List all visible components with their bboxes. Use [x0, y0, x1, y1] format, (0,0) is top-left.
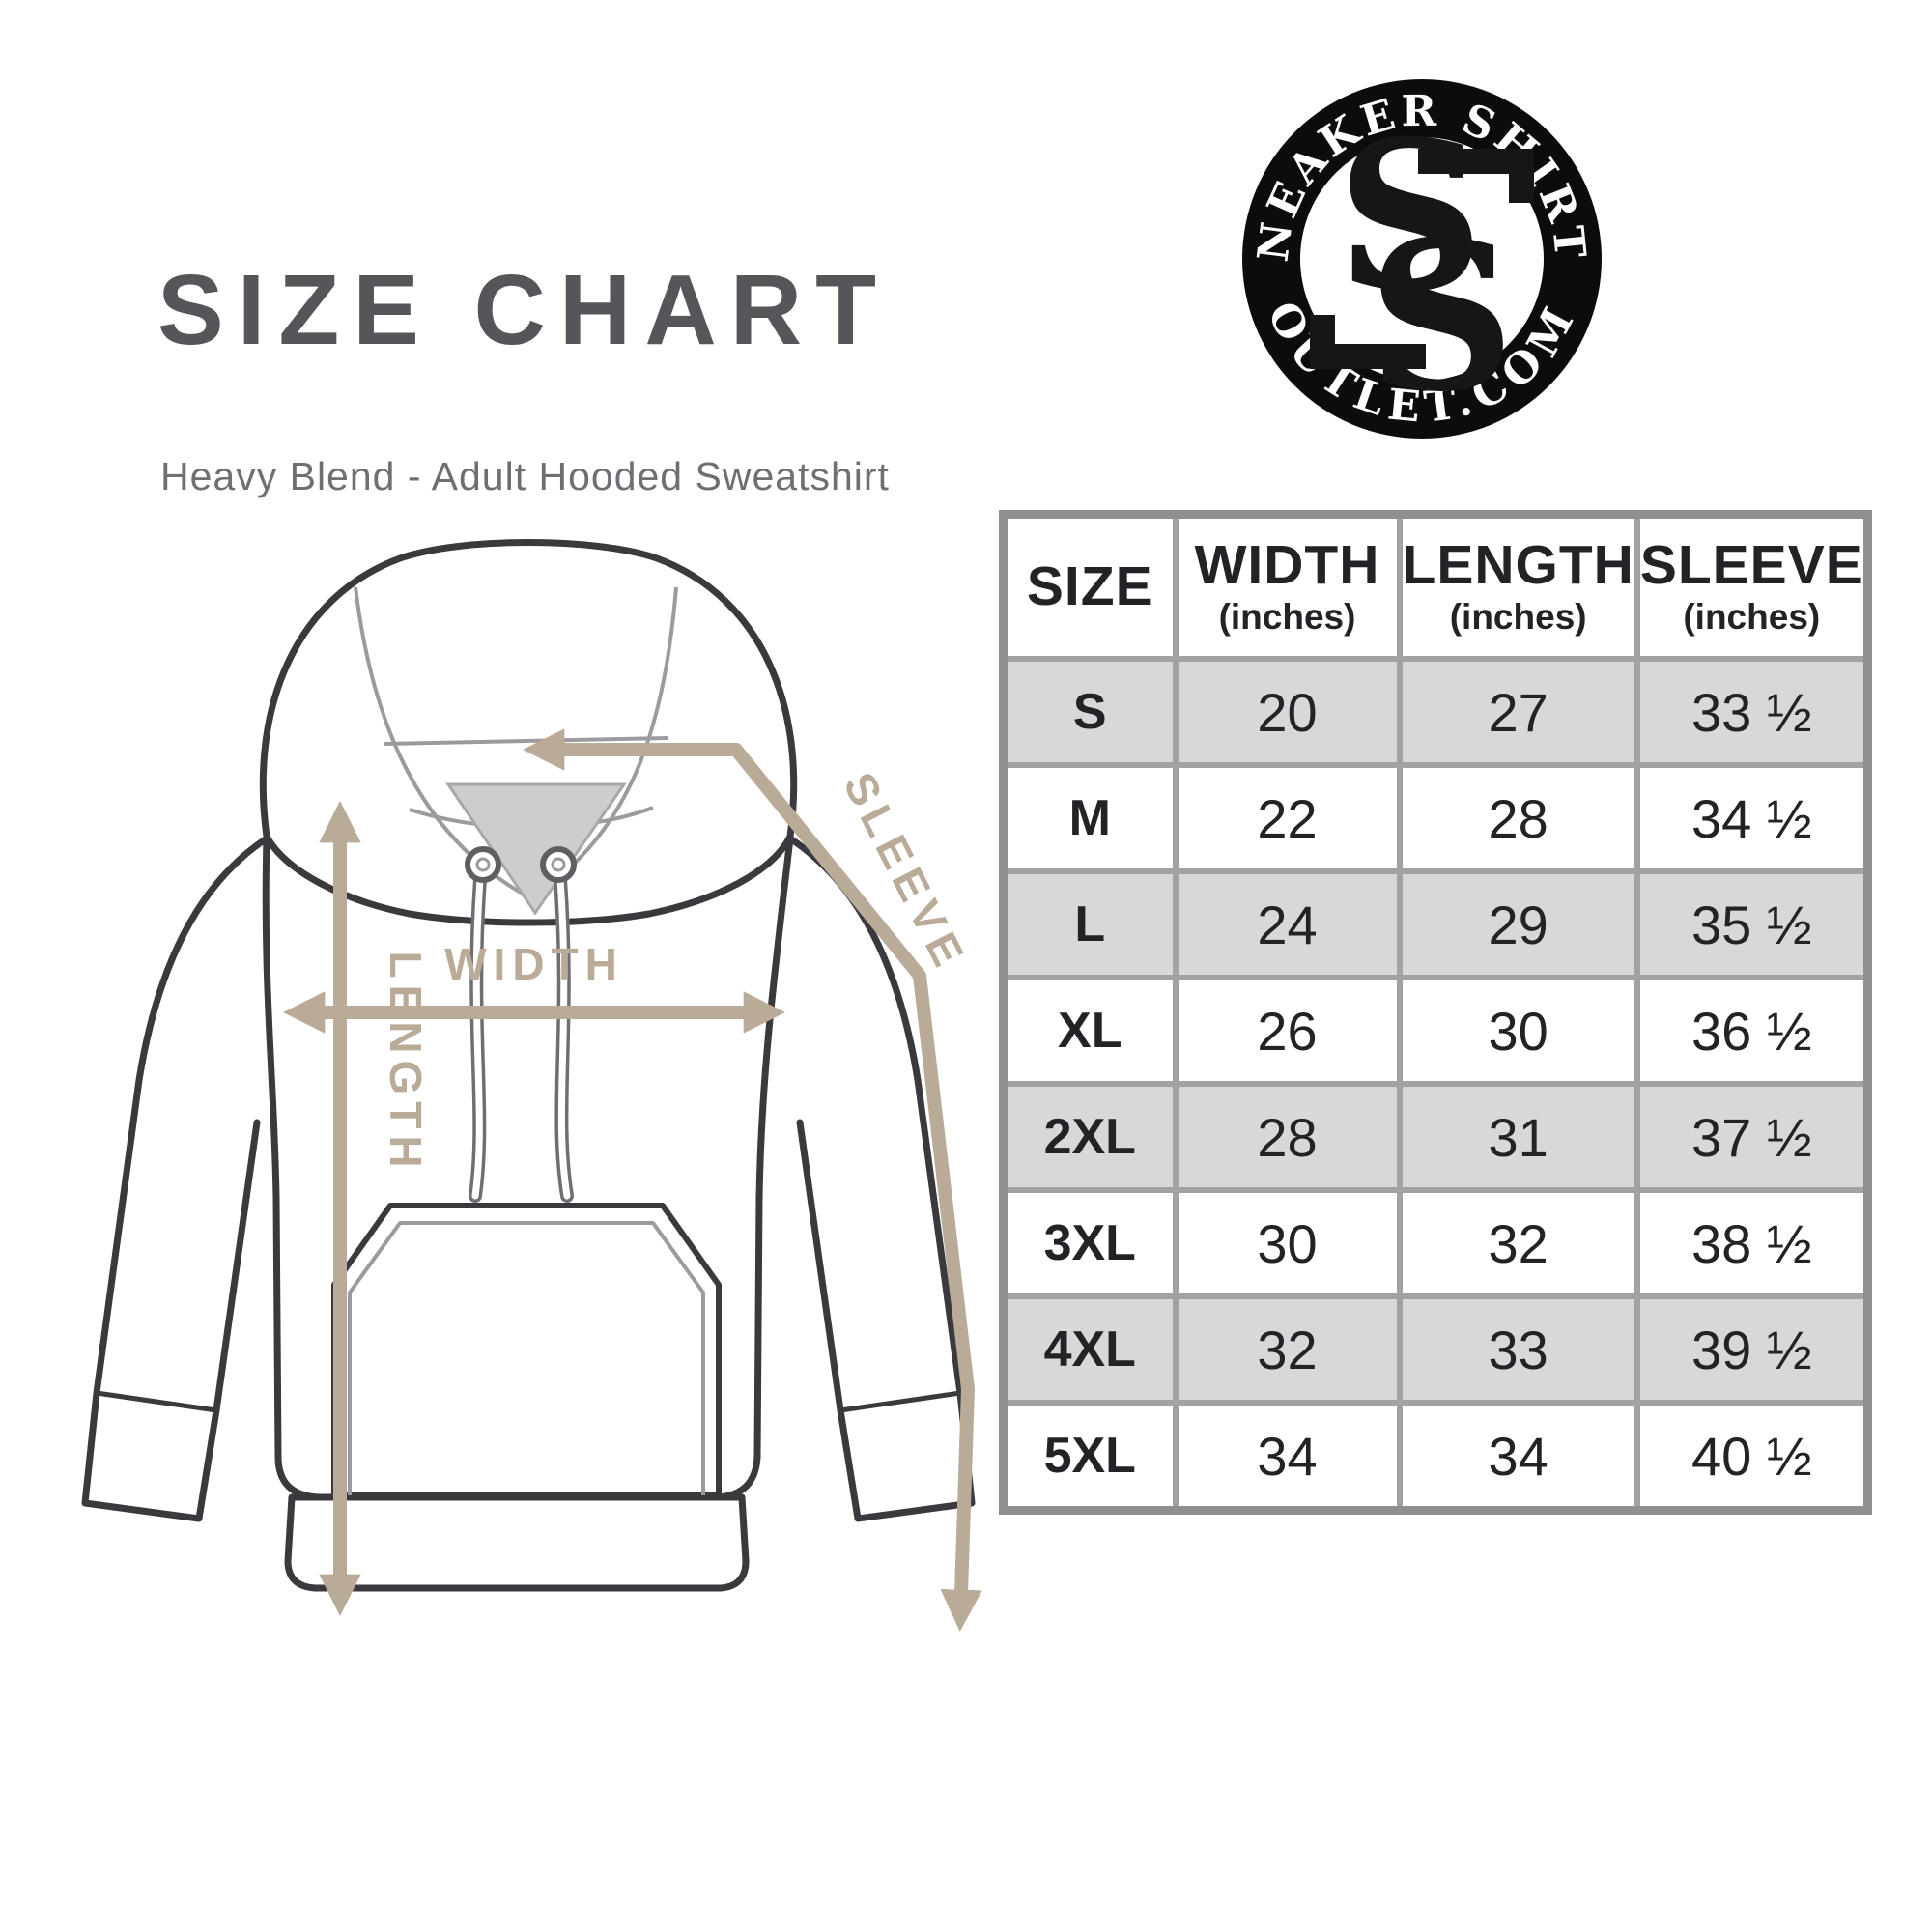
table-header-row: SIZE WIDTH (inches) LENGTH (inches) SLEE… — [1000, 511, 1871, 662]
col-header-width-unit: (inches) — [1218, 596, 1356, 637]
size-cell: 4XL — [1000, 1293, 1179, 1406]
length-cell: 33 — [1396, 1293, 1640, 1406]
width-label: WIDTH — [444, 939, 624, 989]
svg-text:S: S — [1336, 96, 1484, 336]
length-cell: 31 — [1396, 1081, 1640, 1193]
width-cell: 20 — [1172, 656, 1403, 768]
svg-text:S: S — [1367, 196, 1515, 437]
length-label: LENGTH — [381, 951, 431, 1174]
sleeve-cell: 35 ½ — [1634, 868, 1871, 980]
length-cell: 34 — [1396, 1400, 1640, 1514]
sleeve-cell: 36 ½ — [1634, 975, 1871, 1087]
table-row: 5XL 34 34 40 ½ — [1000, 1400, 1871, 1514]
ss-monogram-icon: S S — [1310, 96, 1534, 437]
length-cell: 32 — [1396, 1187, 1640, 1299]
size-cell: L — [1000, 868, 1179, 980]
left-sleeve — [85, 838, 267, 1519]
measurement-arrows — [282, 728, 982, 1633]
hem-band — [284, 1493, 750, 1592]
sleeve-cell: 38 ½ — [1634, 1187, 1871, 1299]
sleeve-cell: 40 ½ — [1634, 1400, 1871, 1514]
sleeve-cell: 39 ½ — [1634, 1293, 1871, 1406]
kangaroo-pocket — [331, 1203, 722, 1498]
length-cell: 29 — [1396, 868, 1640, 980]
sleeve-cell: 33 ½ — [1634, 656, 1871, 768]
width-cell: 22 — [1172, 762, 1403, 874]
table-row: L 24 29 35 ½ — [1000, 868, 1871, 980]
table-row: 4XL 32 33 39 ½ — [1000, 1293, 1871, 1406]
brand-logo: SNEAKER SHIRTS OUTLET.COM S S — [1219, 56, 1602, 439]
sleeve-cell: 34 ½ — [1634, 762, 1871, 874]
page-title: SIZE CHART — [157, 254, 890, 365]
width-cell: 24 — [1172, 868, 1403, 980]
width-cell: 28 — [1172, 1081, 1403, 1193]
left-cuff-line — [94, 1390, 219, 1413]
table-row: S 20 27 33 ½ — [1000, 656, 1871, 768]
col-header-sleeve-unit: (inches) — [1683, 596, 1821, 637]
col-header-length-label: LENGTH — [1402, 534, 1634, 597]
product-subtitle: Heavy Blend - Adult Hooded Sweatshirt — [160, 454, 890, 498]
size-cell: 5XL — [1000, 1400, 1179, 1514]
col-header-width: WIDTH (inches) — [1172, 511, 1403, 662]
table-row: 3XL 30 32 38 ½ — [1000, 1187, 1871, 1299]
col-header-sleeve: SLEEVE (inches) — [1634, 511, 1871, 662]
size-cell: M — [1000, 762, 1179, 874]
size-cell: S — [1000, 656, 1179, 768]
size-chart-table: SIZE WIDTH (inches) LENGTH (inches) SLEE… — [999, 510, 1872, 1515]
width-cell: 32 — [1172, 1293, 1403, 1406]
width-cell: 26 — [1172, 975, 1403, 1087]
size-cell: 2XL — [1000, 1081, 1179, 1193]
size-cell: XL — [1000, 975, 1179, 1087]
table-row: 2XL 28 31 37 ½ — [1000, 1081, 1871, 1193]
length-cell: 30 — [1396, 975, 1640, 1087]
col-header-length: LENGTH (inches) — [1396, 511, 1640, 662]
col-header-size: SIZE — [1000, 511, 1179, 662]
table-row: XL 26 30 36 ½ — [1000, 975, 1871, 1087]
logo-inner-disc — [1300, 137, 1544, 381]
sleeve-arrow — [522, 728, 982, 1633]
size-cell: 3XL — [1000, 1187, 1179, 1299]
col-header-size-label: SIZE — [1026, 555, 1153, 618]
sleeve-cell: 37 ½ — [1634, 1081, 1871, 1193]
width-cell: 34 — [1172, 1400, 1403, 1514]
table-row: M 22 28 34 ½ — [1000, 762, 1871, 874]
col-header-sleeve-label: SLEEVE — [1639, 534, 1863, 597]
length-cell: 28 — [1396, 762, 1640, 874]
left-sleeve-outline — [81, 835, 270, 1522]
length-cell: 27 — [1396, 656, 1640, 768]
col-header-width-label: WIDTH — [1194, 534, 1380, 597]
col-header-length-unit: (inches) — [1449, 596, 1587, 637]
size-table-body: S 20 27 33 ½ M 22 28 34 ½ L 24 29 35 ½ XL 26 30 36 ½ 2XL… — [1000, 656, 1871, 1514]
width-cell: 30 — [1172, 1187, 1403, 1299]
